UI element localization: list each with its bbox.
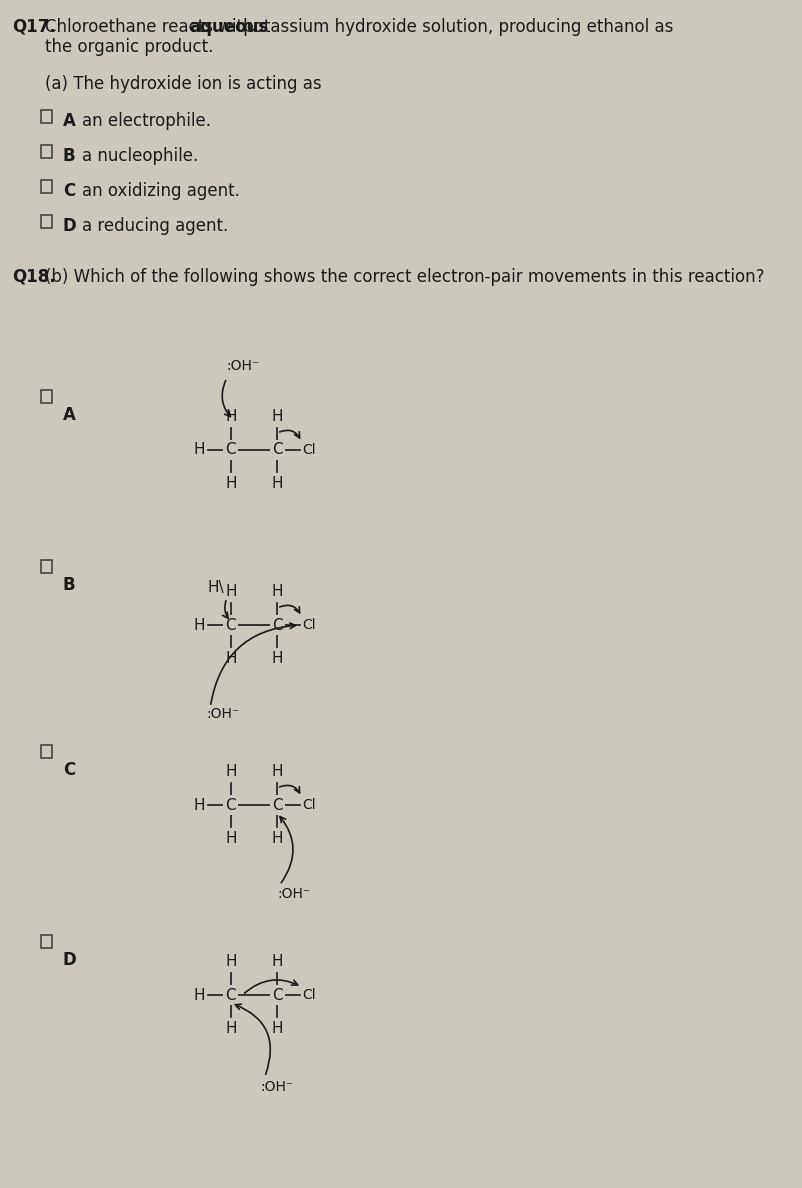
Text: C: C <box>272 618 282 632</box>
Text: H: H <box>225 651 237 666</box>
Text: :OH⁻: :OH⁻ <box>206 707 240 721</box>
Text: C: C <box>272 442 282 457</box>
Text: B: B <box>63 576 75 594</box>
Text: H: H <box>225 1020 237 1036</box>
Text: B: B <box>63 147 75 165</box>
Text: H: H <box>225 764 237 779</box>
Text: H: H <box>225 830 237 846</box>
Text: H: H <box>271 651 283 666</box>
Bar <box>41 110 52 124</box>
Text: Cl: Cl <box>302 618 316 632</box>
Text: C: C <box>272 987 282 1003</box>
Text: C: C <box>225 442 237 457</box>
Text: H\: H\ <box>208 580 225 595</box>
Text: :OH⁻: :OH⁻ <box>277 887 310 901</box>
Text: H: H <box>271 830 283 846</box>
Text: C: C <box>63 762 75 779</box>
Text: H: H <box>271 764 283 779</box>
Text: H: H <box>271 476 283 491</box>
Text: A: A <box>63 112 75 129</box>
Bar <box>41 745 52 758</box>
Text: :OH⁻: :OH⁻ <box>227 359 260 373</box>
Text: Cl: Cl <box>302 798 316 813</box>
Text: an electrophile.: an electrophile. <box>83 112 212 129</box>
Text: H: H <box>225 409 237 424</box>
Text: C: C <box>63 182 75 200</box>
Text: H: H <box>225 954 237 969</box>
Bar <box>41 181 52 192</box>
Bar <box>41 215 52 228</box>
Text: H: H <box>225 476 237 491</box>
Text: Chloroethane reacts with: Chloroethane reacts with <box>46 18 259 36</box>
Text: aqueous: aqueous <box>190 18 269 36</box>
Text: a reducing agent.: a reducing agent. <box>83 217 229 235</box>
Text: an oxidizing agent.: an oxidizing agent. <box>83 182 241 200</box>
Text: the organic product.: the organic product. <box>46 38 214 56</box>
Text: H: H <box>193 987 205 1003</box>
Bar <box>41 390 52 403</box>
Text: a nucleophile.: a nucleophile. <box>83 147 199 165</box>
Text: (a) The hydroxide ion is acting as: (a) The hydroxide ion is acting as <box>46 75 322 93</box>
Bar <box>41 145 52 158</box>
Text: H: H <box>193 442 205 457</box>
Text: H: H <box>271 584 283 599</box>
Text: C: C <box>225 618 237 632</box>
Text: Cl: Cl <box>302 988 316 1001</box>
Text: potassium hydroxide solution, producing ethanol as: potassium hydroxide solution, producing … <box>237 18 673 36</box>
Text: H: H <box>271 409 283 424</box>
Text: D: D <box>63 952 76 969</box>
Text: H: H <box>225 584 237 599</box>
Bar <box>41 560 52 573</box>
Text: C: C <box>225 797 237 813</box>
Text: Cl: Cl <box>302 443 316 457</box>
Text: :OH⁻: :OH⁻ <box>261 1080 294 1094</box>
Text: Q17.: Q17. <box>12 18 56 36</box>
Bar <box>41 935 52 948</box>
Text: A: A <box>63 406 75 424</box>
Text: Q18.: Q18. <box>12 268 56 286</box>
Text: (b) Which of the following shows the correct electron-pair movements in this rea: (b) Which of the following shows the cor… <box>46 268 765 286</box>
Text: C: C <box>225 987 237 1003</box>
Text: C: C <box>272 797 282 813</box>
Text: H: H <box>271 1020 283 1036</box>
Text: H: H <box>193 797 205 813</box>
Text: H: H <box>271 954 283 969</box>
Text: H: H <box>193 618 205 632</box>
Text: D: D <box>63 217 76 235</box>
